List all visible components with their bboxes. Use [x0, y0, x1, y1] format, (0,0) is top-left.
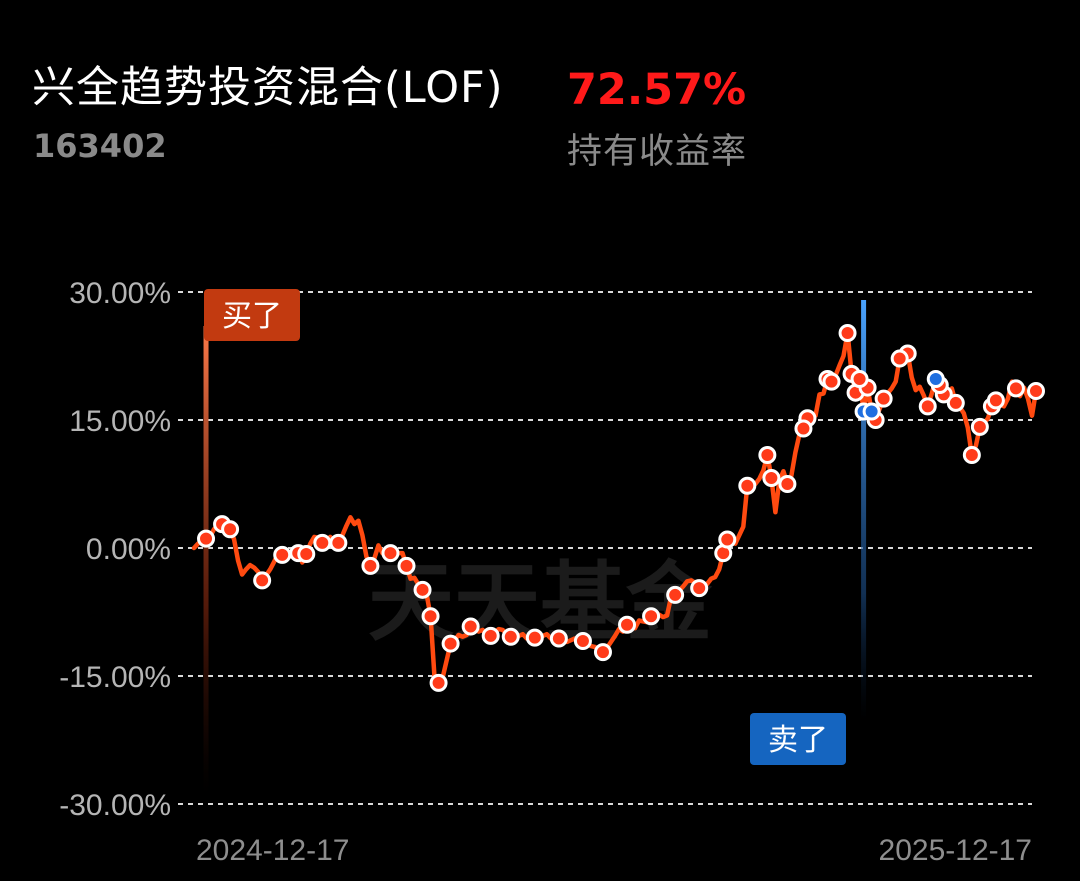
trade-markers [197, 323, 1045, 692]
x-end-label: 2025-12-17 [879, 834, 1032, 867]
fund-code: 163402 [33, 127, 167, 165]
buy-marker [429, 673, 448, 692]
buy-marker [593, 643, 612, 662]
buy-marker [461, 617, 480, 636]
buy-marker [329, 533, 348, 552]
buy-marker [918, 397, 937, 416]
sell-tag-bg [750, 713, 846, 765]
buy-marker [822, 372, 841, 391]
trade-guides [203, 300, 867, 794]
buy-marker [413, 580, 432, 599]
holding-return-label: 持有收益率 [567, 132, 748, 172]
buy-marker [421, 607, 440, 626]
buy-marker [794, 419, 813, 438]
buy-marker [381, 544, 400, 563]
buy-marker [666, 585, 685, 604]
sell-marker [926, 370, 945, 389]
buy-marker [642, 607, 661, 626]
buy-marker [1006, 379, 1025, 398]
buy-marker [874, 389, 893, 408]
y-tick-label: 15.00% [69, 405, 171, 438]
buy-marker [253, 571, 272, 590]
buy-marker [525, 628, 544, 647]
y-tick-label: 30.00% [69, 277, 171, 310]
buy-marker [273, 545, 292, 564]
buy-marker [618, 615, 637, 634]
buy-marker [850, 370, 869, 389]
buy-marker [962, 445, 981, 464]
buy-marker [986, 391, 1005, 410]
buy-marker [946, 393, 965, 412]
buy-marker [361, 556, 380, 575]
buy-marker [297, 544, 316, 563]
buy-marker [397, 556, 416, 575]
buy-marker [970, 417, 989, 436]
buy-guide-line [203, 326, 209, 794]
buy-tag-label: 买了 [222, 299, 282, 334]
y-tick-label: -30.00% [59, 789, 171, 822]
sell-tag: 卖了 [750, 713, 846, 765]
buy-marker [501, 627, 520, 646]
buy-marker [738, 476, 757, 495]
y-tick-label: -15.00% [59, 661, 171, 694]
sell-marker [862, 402, 881, 421]
y-tick-label: 0.00% [86, 533, 171, 566]
buy-marker [221, 520, 240, 539]
buy-marker [778, 475, 797, 493]
buy-marker [313, 533, 332, 552]
buy-marker [441, 634, 460, 653]
sell-tag-label: 卖了 [768, 723, 828, 758]
sell-guide-line [861, 300, 867, 720]
buy-marker [197, 529, 216, 548]
fund-name[interactable]: 兴全趋势投资混合(LOF) [32, 63, 504, 113]
buy-tag-bg [204, 289, 300, 341]
x-start-label: 2024-12-17 [196, 834, 349, 867]
buy-marker [762, 469, 781, 488]
buy-marker [890, 349, 909, 368]
buy-marker [573, 632, 592, 651]
buy-marker [838, 323, 857, 342]
buy-marker [549, 629, 568, 648]
buy-marker [758, 445, 777, 464]
buy-marker [718, 530, 737, 549]
buy-marker [1027, 381, 1045, 400]
buy-marker [690, 579, 709, 598]
y-axis: 30.00% 15.00% 0.00% -15.00% -30.00% [59, 277, 171, 822]
buy-marker [481, 626, 500, 645]
buy-tag: 买了 [204, 289, 300, 341]
holding-return-value: 72.57% [567, 65, 747, 115]
